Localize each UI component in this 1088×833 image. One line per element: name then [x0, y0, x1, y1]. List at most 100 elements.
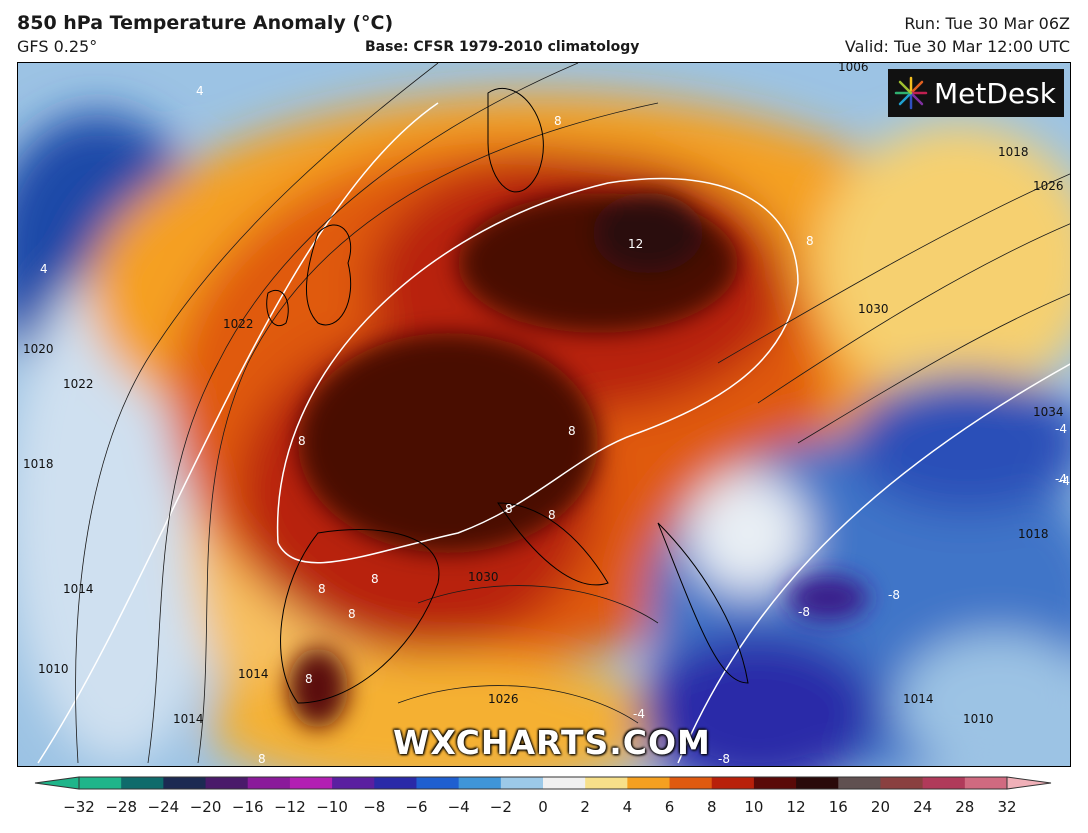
anomaly-label-9: 8 — [318, 582, 326, 596]
isobar-label-13: 1026 — [488, 692, 519, 706]
run-time-label: Run: Tue 30 Mar 06Z — [904, 14, 1070, 33]
colorbar-segment — [838, 777, 881, 789]
anomaly-label-10: 8 — [371, 572, 379, 586]
anomaly-label-18: -4 — [1058, 474, 1070, 488]
isobar-label-9: 1014 — [63, 582, 94, 596]
colorbar-tick-label: −2 — [489, 798, 512, 816]
colorbar-tick-label: 4 — [622, 798, 633, 816]
colorbar: −32 −28 −24 −20 −16 −12 −10 −8 −6 −4 −2 0 2 4 6 8 10 12 16… — [17, 773, 1071, 833]
colorbar-segment — [416, 777, 460, 789]
isobar-label-12: 1014 — [173, 712, 204, 726]
colorbar-segment — [79, 777, 122, 789]
colorbar-segment — [711, 777, 755, 789]
isobar-label-1: 1018 — [998, 145, 1029, 159]
colorbar-tick-label: 20 — [870, 798, 890, 816]
colorbar-tick-label: 16 — [828, 798, 848, 816]
colorbar-tick-label: 6 — [664, 798, 675, 816]
colorbar-high-arrow — [1006, 776, 1052, 790]
colorbar-segment — [332, 777, 375, 789]
colorbar-segment — [585, 777, 628, 789]
anomaly-label-0: 4 — [196, 84, 204, 98]
metdesk-burst-icon — [894, 76, 928, 110]
anomaly-map[interactable]: 1006 1018 1026 1030 1034 1022 1020 1022 1018 1014… — [17, 62, 1071, 767]
contour-lines — [37, 63, 1070, 764]
anomaly-label-7: 8 — [505, 502, 513, 516]
colorbar-tick-label: −32 — [63, 798, 95, 816]
colorbar-tick-label: −8 — [363, 798, 386, 816]
isobar-label-2: 1026 — [1033, 179, 1064, 193]
colorbar-segment — [247, 777, 291, 789]
colorbar-tick-label: −6 — [405, 798, 428, 816]
isobar-label-5: 1022 — [223, 317, 254, 331]
colorbar-tick-label: −16 — [231, 798, 264, 816]
colorbar-tick-label: 8 — [706, 798, 717, 816]
anomaly-label-6: 8 — [568, 424, 576, 438]
isobar-label-8: 1018 — [23, 457, 54, 471]
model-label: GFS 0.25° — [17, 37, 98, 56]
anomaly-label-19: -8 — [718, 752, 730, 766]
colorbar-tick-label: 24 — [913, 798, 933, 816]
anomaly-label-11: 8 — [348, 607, 356, 621]
colorbar-low-arrow — [34, 776, 80, 790]
colorbar-segment — [880, 777, 924, 789]
colorbar-segment — [458, 777, 502, 789]
colorbar-segment — [543, 777, 586, 789]
colorbar-tick-label: −12 — [274, 798, 306, 816]
colorbar-tick-label: 28 — [955, 798, 975, 816]
colorbar-tick-label: −24 — [147, 798, 180, 816]
isobar-label-0: 1006 — [838, 63, 869, 74]
anomaly-label-15: -4 — [1055, 422, 1067, 436]
metdesk-logo: MetDesk — [888, 69, 1064, 117]
isobar-label-7: 1022 — [63, 377, 94, 391]
colorbar-segment — [289, 777, 333, 789]
colorbar-tick-label: −28 — [105, 798, 137, 816]
anomaly-label-8: 8 — [548, 508, 556, 522]
anomaly-label-1: 4 — [40, 262, 48, 276]
anomaly-label-12: 8 — [305, 672, 313, 686]
colorbar-segment — [669, 777, 713, 789]
isobar-label-3: 1030 — [858, 302, 889, 316]
colorbar-tick-label: −4 — [447, 798, 470, 816]
anomaly-label-16: -8 — [798, 605, 810, 619]
colorbar-segment — [121, 777, 164, 789]
isobar-label-16: 1010 — [963, 712, 994, 726]
coastlines — [266, 87, 749, 704]
isobar-label-11: 1014 — [238, 667, 269, 681]
metdesk-logo-text: MetDesk — [934, 76, 1056, 110]
colorbar-strip — [34, 776, 1052, 790]
colorbar-segment — [163, 777, 207, 789]
anomaly-label-13: 8 — [258, 752, 266, 766]
isobar-label-17: 1018 — [1018, 527, 1049, 541]
climatology-base-label: Base: CFSR 1979-2010 climatology — [365, 39, 640, 55]
isobar-label-14: 1030 — [468, 570, 499, 584]
anomaly-label-4: 8 — [806, 234, 814, 248]
isobar-label-15: 1014 — [903, 692, 934, 706]
valid-time-label: Valid: Tue 30 Mar 12:00 UTC — [844, 37, 1070, 56]
colorbar-tick-label: 12 — [786, 798, 806, 816]
colorbar-segment — [374, 777, 417, 789]
anomaly-label-17: -8 — [888, 588, 900, 602]
anomaly-core — [288, 193, 868, 728]
colorbar-segment — [500, 777, 544, 789]
isobar-label-6: 1020 — [23, 342, 54, 356]
anomaly-label-5: 8 — [298, 434, 306, 448]
colorbar-tick-label: 10 — [744, 798, 764, 816]
colorbar-segment — [964, 777, 1008, 789]
wxcharts-watermark: WXCHARTS.COM — [393, 723, 711, 762]
anomaly-label-20: -4 — [1055, 472, 1067, 486]
colorbar-segment — [922, 777, 966, 789]
colorbar-tick-label: 0 — [538, 798, 548, 816]
colorbar-tick-label: 32 — [997, 798, 1017, 816]
map-title: 850 hPa Temperature Anomaly (°C) — [17, 12, 394, 34]
isobar-label-10: 1010 — [38, 662, 69, 676]
colorbar-segment — [753, 777, 797, 789]
colorbar-tick-label: −10 — [316, 798, 348, 816]
anomaly-label-14: -4 — [633, 707, 645, 721]
colorbar-segment — [627, 777, 671, 789]
isobar-label-4: 1034 — [1033, 405, 1064, 419]
anomaly-label-3: 12 — [628, 237, 643, 251]
colorbar-tick-label: −20 — [189, 798, 222, 816]
anomaly-label-2: 8 — [554, 114, 562, 128]
map-canvas: 1006 1018 1026 1030 1034 1022 1020 1022 1018 1014… — [18, 63, 1070, 766]
colorbar-segment — [205, 777, 249, 789]
